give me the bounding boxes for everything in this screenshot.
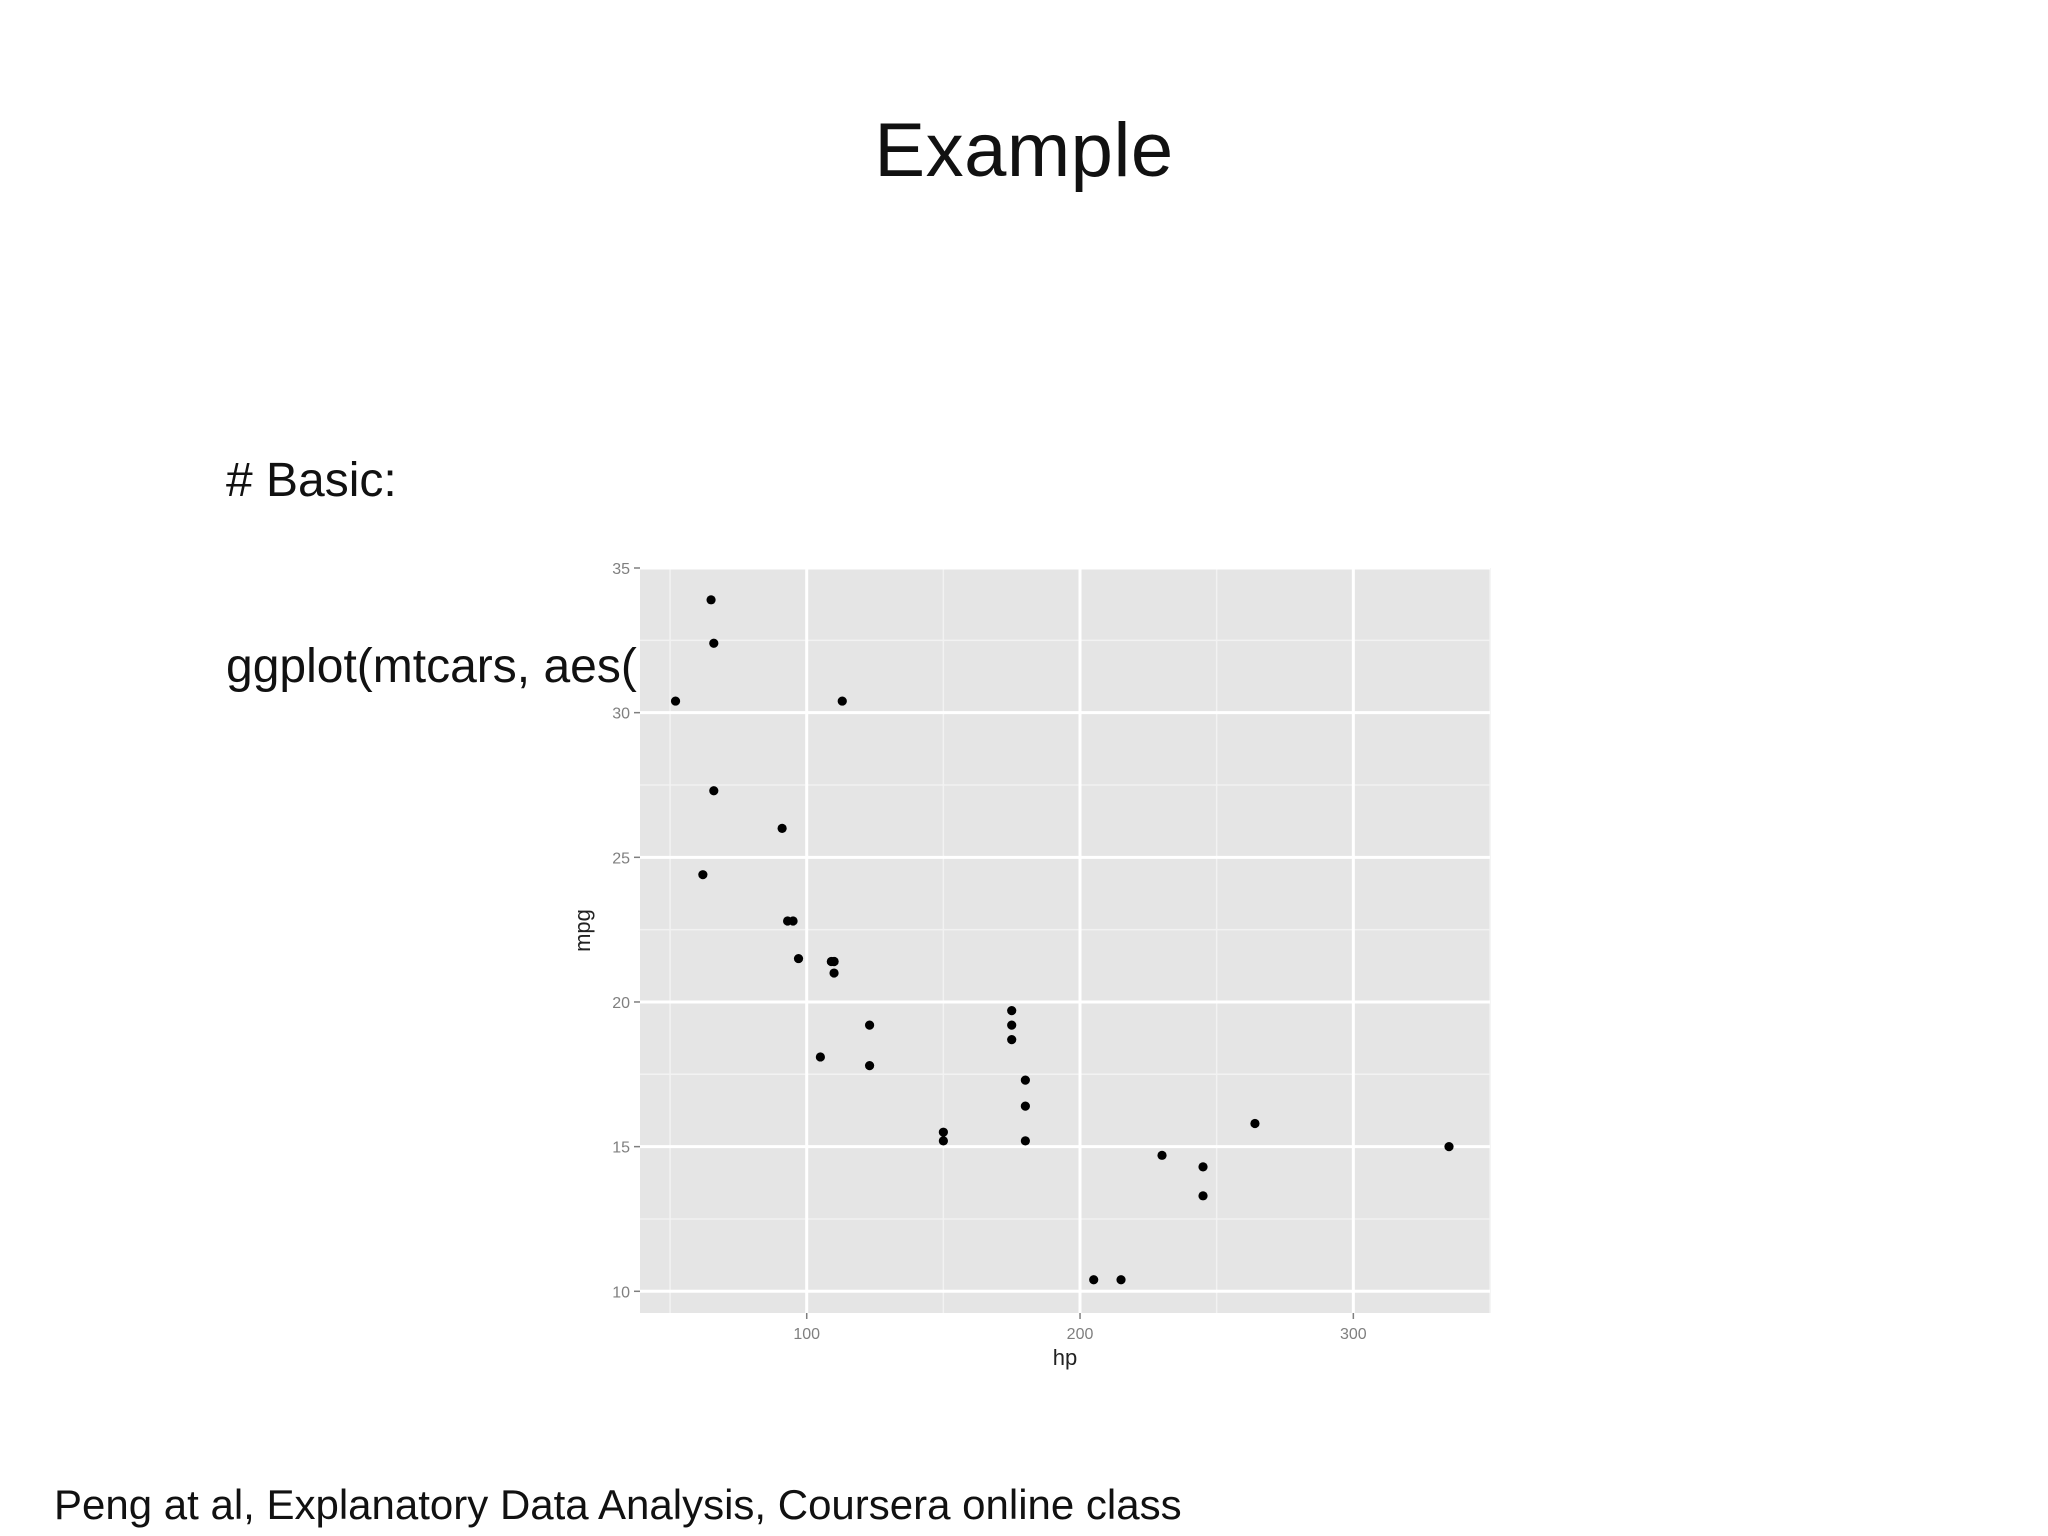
y-tick-label: 30 <box>612 706 630 723</box>
data-point <box>1157 1150 1167 1160</box>
data-point <box>709 638 719 648</box>
plot-background <box>640 568 1490 1313</box>
data-point <box>938 1136 948 1146</box>
y-tick-label: 25 <box>612 850 630 867</box>
data-point <box>777 823 787 833</box>
citation-footer: Peng at al, Explanatory Data Analysis, C… <box>54 1481 1182 1528</box>
data-point <box>864 1020 875 1030</box>
y-tick-label: 10 <box>612 1284 630 1301</box>
data-point <box>1007 1020 1017 1030</box>
x-tick-label: 300 <box>1340 1326 1367 1343</box>
data-point <box>829 968 839 978</box>
data-point <box>670 696 681 706</box>
x-axis-title: hp <box>1053 1345 1077 1370</box>
data-point <box>837 696 847 706</box>
data-point <box>698 870 708 880</box>
plot-panel <box>640 568 1490 1313</box>
data-point <box>1444 1142 1454 1152</box>
data-point <box>864 1061 875 1071</box>
data-point <box>788 916 798 926</box>
x-tick-label: 100 <box>793 1326 820 1343</box>
grid-lines <box>640 566 1491 1313</box>
code-comment-line: # Basic: <box>226 454 397 507</box>
data-point <box>1250 1118 1260 1129</box>
data-point <box>709 786 719 796</box>
axes: 10 15 20 25 30 35 100 200 300 <box>612 561 1367 1343</box>
slide-title: Example <box>874 108 1174 193</box>
data-point <box>815 1052 825 1062</box>
data-point <box>1198 1191 1208 1201</box>
chart-svg: 10 15 20 25 30 35 100 200 300 hp mpg <box>570 561 1491 1370</box>
data-point <box>1020 1075 1030 1085</box>
data-point <box>938 1127 948 1137</box>
y-tick-label: 20 <box>612 995 630 1012</box>
y-tick-label: 35 <box>612 561 630 578</box>
data-point <box>1007 1034 1017 1045</box>
data-point <box>1020 1101 1030 1111</box>
data-point <box>1020 1136 1030 1146</box>
data-point <box>1198 1162 1208 1172</box>
data-points <box>670 595 1454 1285</box>
y-axis-title: mpg <box>570 909 595 952</box>
data-point <box>793 953 804 964</box>
data-point <box>1089 1275 1099 1285</box>
data-point <box>706 595 716 605</box>
data-point <box>1116 1275 1126 1285</box>
y-tick-label: 15 <box>612 1140 630 1157</box>
data-point <box>826 956 836 967</box>
data-point <box>1007 1006 1017 1016</box>
scatter-chart: 10 15 20 25 30 35 100 200 300 hp mpg <box>560 548 1510 1388</box>
x-tick-label: 200 <box>1067 1326 1094 1343</box>
